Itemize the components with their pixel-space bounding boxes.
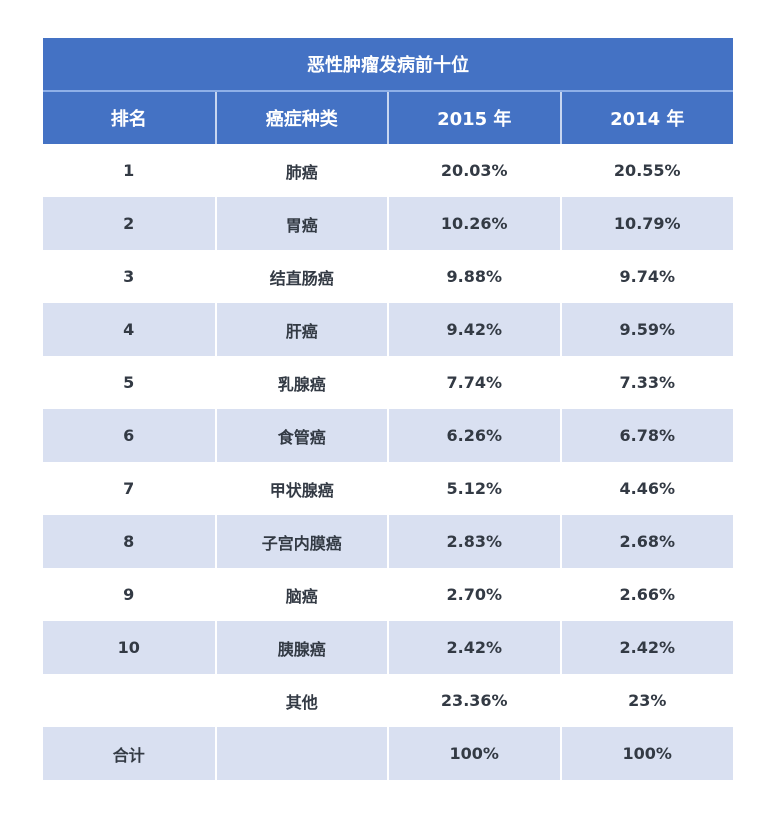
cancer-type-cell: 肝癌 [215,303,389,356]
rank-cell: 7 [43,462,217,515]
header-cancer-type: 癌症种类 [215,91,389,144]
table-row: 9 脑癌 2.70% 2.66% [43,568,733,621]
rank-cell: 10 [43,621,217,674]
table-row: 1 肺癌 20.03% 20.55% [43,144,733,197]
table-row: 10 胰腺癌 2.42% 2.42% [43,621,733,674]
cancer-type-cell: 脑癌 [215,568,389,621]
cancer-type-cell: 甲状腺癌 [215,462,389,515]
value-2015-cell: 100% [388,727,562,780]
rank-cell [43,674,217,727]
cancer-type-cell: 胃癌 [215,197,389,250]
cancer-type-cell: 子宫内膜癌 [215,515,389,568]
table-row: 7 甲状腺癌 5.12% 4.46% [43,462,733,515]
value-2015-cell: 2.70% [388,568,562,621]
cancer-type-cell: 食管癌 [215,409,389,462]
value-2014-cell: 9.59% [560,303,733,356]
table-row: 5 乳腺癌 7.74% 7.33% [43,356,733,409]
table-row: 3 结直肠癌 9.88% 9.74% [43,250,733,303]
cancer-type-cell: 结直肠癌 [215,250,389,303]
header-rank: 排名 [43,91,217,144]
cancer-incidence-table: 恶性肿瘤发病前十位 排名 癌症种类 2015 年 2014 年 1 肺癌 20.03… [43,38,733,780]
value-2014-cell: 2.42% [560,621,733,674]
table-header-row: 排名 癌症种类 2015 年 2014 年 [43,91,733,144]
value-2015-cell: 9.42% [388,303,562,356]
table-row: 4 肝癌 9.42% 9.59% [43,303,733,356]
table-row: 6 食管癌 6.26% 6.78% [43,409,733,462]
table-row: 其他 23.36% 23% [43,674,733,727]
value-2014-cell: 2.68% [560,515,733,568]
value-2015-cell: 2.42% [388,621,562,674]
value-2014-cell: 20.55% [613,161,681,180]
value-2014-cell: 2.66% [619,585,675,604]
value-2015-cell: 20.03% [388,144,562,197]
value-2015-cell: 9.88% [388,250,562,303]
value-2015-cell: 10.26% [388,197,562,250]
rank-cell: 1 [43,144,217,197]
value-2014-cell: 7.33% [619,373,675,392]
rank-cell: 8 [43,515,217,568]
cancer-type-cell: 肺癌 [215,144,389,197]
rank-cell: 2 [43,197,217,250]
cancer-type-cell [215,727,389,780]
cancer-type-cell: 胰腺癌 [215,621,389,674]
header-2015: 2015 年 [388,91,562,144]
value-2014-cell: 10.79% [560,197,733,250]
value-2014-cell: 100% [560,727,733,780]
table-row: 合计 100% 100% [43,727,733,780]
rank-cell: 9 [43,568,217,621]
cancer-type-cell: 乳腺癌 [215,356,389,409]
table-title: 恶性肿瘤发病前十位 [43,38,733,92]
value-2014-cell: 23% [628,691,667,710]
rank-cell: 5 [43,356,217,409]
value-2015-cell: 23.36% [388,674,562,727]
value-2015-cell: 2.83% [388,515,562,568]
table-row: 8 子宫内膜癌 2.83% 2.68% [43,515,733,568]
value-2015-cell: 5.12% [388,462,562,515]
rank-cell: 6 [43,409,217,462]
rank-cell: 合计 [43,727,217,780]
cancer-type-cell: 其他 [215,674,389,727]
rank-cell: 3 [43,250,217,303]
value-2014-cell: 4.46% [619,479,675,498]
table-row: 2 胃癌 10.26% 10.79% [43,197,733,250]
table-title-row: 恶性肿瘤发病前十位 [43,38,733,92]
value-2014-cell: 6.78% [560,409,733,462]
value-2015-cell: 7.74% [388,356,562,409]
header-2014: 2014 年 [560,91,733,144]
rank-cell: 4 [43,303,217,356]
value-2015-cell: 6.26% [388,409,562,462]
value-2014-cell: 9.74% [619,267,675,286]
